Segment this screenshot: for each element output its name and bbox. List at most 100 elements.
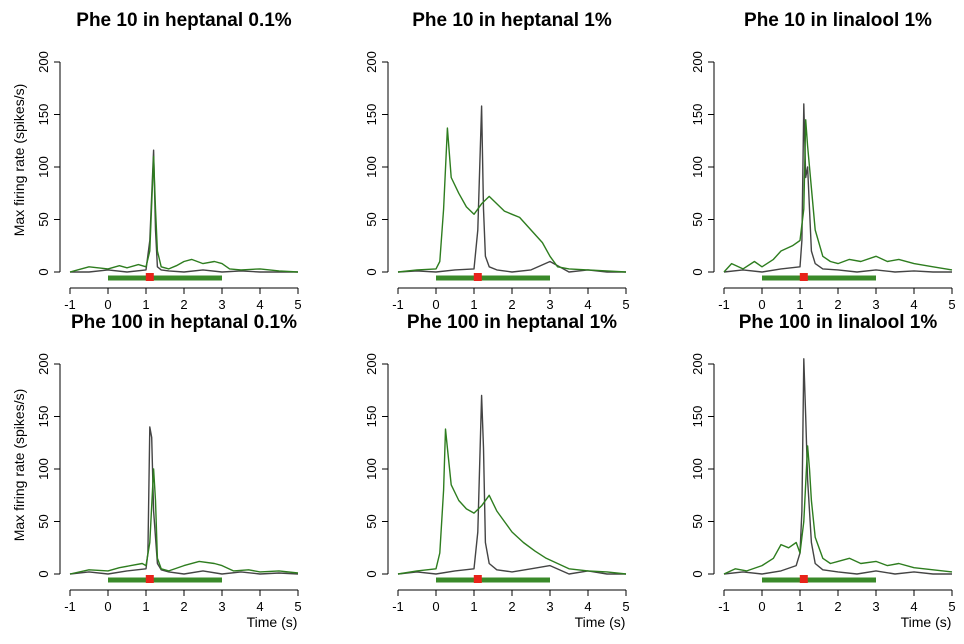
series-line-dark xyxy=(70,149,298,273)
x-tick-label: -1 xyxy=(64,599,76,614)
y-tick-label: 50 xyxy=(690,212,705,226)
x-tick-label: 5 xyxy=(622,297,629,312)
series-line-green xyxy=(397,428,627,575)
x-tick-label: -1 xyxy=(718,297,730,312)
x-tick-label: 2 xyxy=(180,599,187,614)
x-tick-label: 5 xyxy=(622,599,629,614)
x-tick-label: -1 xyxy=(392,599,404,614)
x-tick-label: 1 xyxy=(142,599,149,614)
onset-marker xyxy=(145,575,154,583)
chart-panel-3: Phe 10 in linalool 1% 0 50 100 150 200 -1 0 1 2 3 4… xyxy=(690,10,956,312)
y-tick-label: 50 xyxy=(364,212,379,226)
x-tick-label: 2 xyxy=(508,297,515,312)
series-line-green xyxy=(723,119,953,273)
y-tick-label: 200 xyxy=(690,353,705,375)
series-line-dark xyxy=(723,103,952,273)
series-line-green xyxy=(69,155,299,273)
y-tick-label: 0 xyxy=(690,268,705,275)
x-tick-label: 4 xyxy=(584,297,591,312)
y-tick-label: 100 xyxy=(690,156,705,178)
x-tick-label: 4 xyxy=(256,297,263,312)
y-tick-label: 100 xyxy=(36,458,51,480)
x-tick-label: 1 xyxy=(796,297,803,312)
y-tick-label: 200 xyxy=(364,353,379,375)
y-tick-label: 100 xyxy=(36,156,51,178)
x-tick-label: -1 xyxy=(392,297,404,312)
x-tick-label: 0 xyxy=(104,599,111,614)
series-line-dark xyxy=(69,426,299,575)
y-tick-label: 0 xyxy=(36,570,51,577)
x-tick-label: 3 xyxy=(218,599,225,614)
onset-marker xyxy=(799,575,808,583)
x-tick-label: 4 xyxy=(910,297,917,312)
x-tick-label: 4 xyxy=(910,599,917,614)
series-line-dark xyxy=(397,105,626,273)
chart-title: Phe 10 in linalool 1% xyxy=(744,10,932,31)
series-line-dark xyxy=(723,358,952,575)
y-tick-label: 0 xyxy=(36,268,51,275)
series-line-dark xyxy=(397,394,626,575)
y-axis-label-top: Max firing rate (spikes/s) xyxy=(11,84,27,236)
y-tick-label: 200 xyxy=(36,51,51,73)
x-tick-label: 0 xyxy=(758,599,765,614)
y-tick-label: 50 xyxy=(690,514,705,528)
x-tick-label: 1 xyxy=(142,297,149,312)
y-tick-label: 150 xyxy=(36,406,51,428)
chart-title: Phe 10 in heptanal 1% xyxy=(412,10,612,31)
x-tick-label: 2 xyxy=(834,297,841,312)
x-tick-label: 3 xyxy=(872,297,879,312)
x-tick-label: 4 xyxy=(256,599,263,614)
x-tick-label: 5 xyxy=(294,297,301,312)
y-tick-label: 50 xyxy=(36,514,51,528)
y-tick-label: 150 xyxy=(36,104,51,126)
x-tick-label: 0 xyxy=(432,599,439,614)
x-tick-label: 1 xyxy=(796,599,803,614)
y-tick-label: 100 xyxy=(364,156,379,178)
y-tick-label: 50 xyxy=(364,514,379,528)
chart-title: Phe 100 in heptanal 0.1% xyxy=(71,312,297,333)
x-tick-label: 0 xyxy=(104,297,111,312)
chart-panel-6: Phe 100 in linalool 1% 0 50 100 150 200 -1 0 1 2 3… xyxy=(690,312,956,630)
x-tick-label: -1 xyxy=(718,599,730,614)
y-tick-label: 100 xyxy=(364,458,379,480)
x-axis-label: Time (s) xyxy=(901,614,952,630)
onset-marker xyxy=(799,273,808,281)
y-tick-label: 150 xyxy=(690,406,705,428)
series-line-green xyxy=(397,127,627,273)
x-tick-label: 5 xyxy=(948,599,955,614)
y-tick-label: 150 xyxy=(364,104,379,126)
x-tick-label: 2 xyxy=(508,599,515,614)
y-tick-label: 0 xyxy=(690,570,705,577)
onset-marker xyxy=(473,273,482,281)
y-tick-label: 100 xyxy=(690,458,705,480)
y-axis-label-bottom: Max firing rate (spikes/s) xyxy=(11,389,27,541)
onset-marker xyxy=(473,575,482,583)
x-axis-label: Time (s) xyxy=(575,614,626,630)
chart-panel-2: Phe 10 in heptanal 1% 0 50 100 150 200 -1 0 1 2 3 4… xyxy=(364,10,630,312)
x-tick-label: 2 xyxy=(180,297,187,312)
x-tick-label: 1 xyxy=(470,599,477,614)
x-tick-label: 4 xyxy=(584,599,591,614)
chart-panel-4: Phe 100 in heptanal 0.1% 0 50 100 150 200 -1 0 1… xyxy=(36,312,302,630)
chart-title: Phe 10 in heptanal 0.1% xyxy=(76,10,292,31)
x-tick-label: 2 xyxy=(834,599,841,614)
x-tick-label: -1 xyxy=(64,297,76,312)
y-tick-label: 0 xyxy=(364,570,379,577)
y-tick-label: 200 xyxy=(36,353,51,375)
x-tick-label: 3 xyxy=(218,297,225,312)
series-line-green xyxy=(723,445,953,575)
x-tick-label: 3 xyxy=(872,599,879,614)
chart-panel-1: Phe 10 in heptanal 0.1% 0 50 100 150 200 -1 0 1 2… xyxy=(36,10,302,312)
onset-marker xyxy=(145,273,154,281)
x-tick-label: 5 xyxy=(294,599,301,614)
series-line-green xyxy=(69,468,299,575)
x-tick-label: 0 xyxy=(432,297,439,312)
chart-title: Phe 100 in linalool 1% xyxy=(739,312,938,333)
y-tick-label: 200 xyxy=(364,51,379,73)
x-tick-label: 3 xyxy=(546,297,553,312)
x-tick-label: 0 xyxy=(758,297,765,312)
y-tick-label: 200 xyxy=(690,51,705,73)
x-tick-label: 1 xyxy=(470,297,477,312)
